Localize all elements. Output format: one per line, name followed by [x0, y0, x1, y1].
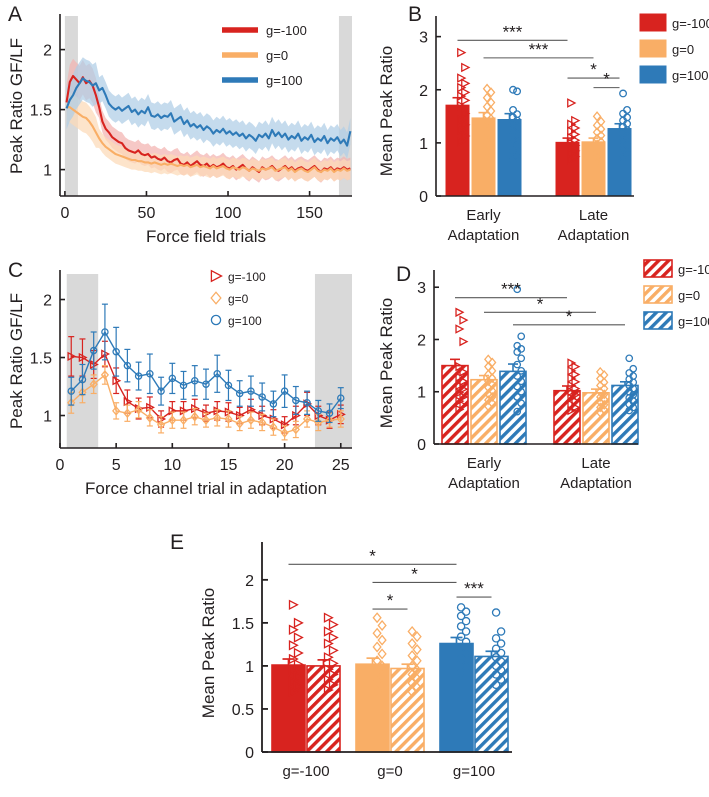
svg-text:2: 2 — [417, 332, 426, 349]
svg-text:Adaptation: Adaptation — [560, 475, 632, 492]
svg-text:Early: Early — [466, 207, 501, 224]
svg-text:***: *** — [501, 280, 521, 299]
svg-text:g=100: g=100 — [228, 314, 262, 328]
panel-b-label: B — [408, 3, 423, 26]
svg-text:1.5: 1.5 — [232, 616, 254, 633]
panel-a: A 1 1.5 2 0 50 100 150 Force field trials Peak R… — [0, 0, 360, 252]
svg-text:Force field trials: Force field trials — [146, 227, 266, 246]
svg-text:g=0: g=0 — [672, 42, 694, 57]
svg-text:Adaptation: Adaptation — [448, 475, 520, 492]
svg-text:*: * — [566, 307, 573, 326]
svg-text:g=100: g=100 — [266, 73, 303, 88]
svg-text:g=-100: g=-100 — [282, 763, 329, 780]
svg-text:Mean Peak Ratio: Mean Peak Ratio — [377, 46, 396, 176]
svg-text:*: * — [387, 591, 394, 610]
svg-text:Peak Ratio GF/LF: Peak Ratio GF/LF — [7, 293, 26, 429]
svg-text:3: 3 — [417, 280, 426, 297]
svg-text:Early: Early — [467, 455, 502, 472]
svg-text:Late: Late — [579, 207, 608, 224]
svg-text:*: * — [537, 294, 544, 313]
svg-text:1: 1 — [43, 163, 52, 180]
panel-c-label: C — [8, 259, 24, 282]
svg-text:g=100: g=100 — [453, 763, 495, 780]
panel-e: E 0 0.5 1 1.5 2 Mean Peak Ratio g=-100 g=0 g=100… — [150, 520, 570, 797]
svg-text:Adaptation: Adaptation — [558, 227, 630, 244]
svg-text:2: 2 — [245, 573, 254, 590]
panel-a-plot: 1 1.5 2 0 50 100 150 Force field trials Peak Rat… — [7, 14, 352, 246]
svg-text:***: *** — [529, 40, 549, 59]
svg-text:Late: Late — [581, 455, 610, 472]
svg-text:g=0: g=0 — [266, 48, 288, 63]
svg-text:Force channel trial in adaptat: Force channel trial in adaptation — [85, 479, 327, 498]
panel-d: D 0 1 2 3 Mean Peak Ratio Early Adaptation Late… — [358, 252, 709, 510]
svg-text:0: 0 — [417, 437, 426, 454]
svg-text:2: 2 — [419, 83, 428, 100]
svg-text:g=0: g=0 — [377, 763, 402, 780]
svg-text:0: 0 — [56, 457, 65, 474]
panel-b: B 0 1 2 3 Mean Peak Ratio Early Adaptation Late… — [358, 0, 709, 252]
svg-text:g=-100: g=-100 — [678, 262, 709, 277]
svg-text:Mean Peak Ratio: Mean Peak Ratio — [199, 588, 218, 718]
svg-text:100: 100 — [215, 205, 242, 222]
svg-text:0.5: 0.5 — [232, 702, 254, 719]
svg-text:0: 0 — [245, 745, 254, 762]
svg-text:0: 0 — [419, 189, 428, 206]
svg-text:5: 5 — [112, 457, 121, 474]
svg-text:1: 1 — [417, 385, 426, 402]
svg-text:*: * — [603, 70, 610, 89]
svg-text:1: 1 — [43, 409, 52, 426]
svg-text:1.5: 1.5 — [30, 351, 52, 368]
svg-text:1: 1 — [245, 659, 254, 676]
svg-text:25: 25 — [332, 457, 350, 474]
svg-text:g=-100: g=-100 — [672, 16, 709, 31]
svg-text:***: *** — [503, 22, 523, 41]
svg-text:150: 150 — [296, 205, 323, 222]
svg-text:15: 15 — [220, 457, 238, 474]
svg-text:***: *** — [464, 579, 484, 598]
svg-text:0: 0 — [60, 205, 69, 222]
svg-text:g=-100: g=-100 — [266, 23, 307, 38]
svg-text:20: 20 — [276, 457, 294, 474]
svg-text:g=0: g=0 — [678, 288, 700, 303]
svg-text:g=100: g=100 — [678, 314, 709, 329]
svg-text:3: 3 — [419, 30, 428, 47]
svg-text:Adaptation: Adaptation — [448, 227, 520, 244]
svg-text:2: 2 — [43, 293, 52, 310]
svg-text:Mean Peak Ratio: Mean Peak Ratio — [377, 298, 396, 428]
svg-text:1.5: 1.5 — [30, 103, 52, 120]
svg-text:*: * — [590, 60, 597, 79]
panel-d-plot: 0 1 2 3 Mean Peak Ratio Early Adaptation Late Ad… — [377, 259, 709, 492]
svg-text:10: 10 — [163, 457, 181, 474]
svg-text:1: 1 — [419, 136, 428, 153]
svg-text:Peak Ratio GF/LF: Peak Ratio GF/LF — [7, 38, 26, 174]
svg-text:g=100: g=100 — [672, 68, 709, 83]
panel-c: C 1 1.5 2 0 5 10 15 20 25 Force channel trial in … — [0, 252, 360, 510]
svg-text:50: 50 — [138, 205, 156, 222]
svg-text:*: * — [411, 564, 418, 583]
svg-text:g=0: g=0 — [228, 292, 249, 306]
svg-text:*: * — [369, 546, 376, 565]
panel-b-plot: 0 1 2 3 Mean Peak Ratio Early Adaptation Late Ad… — [377, 13, 709, 244]
svg-text:2: 2 — [43, 43, 52, 60]
panel-a-label: A — [8, 3, 23, 26]
svg-text:g=-100: g=-100 — [228, 270, 266, 284]
panel-e-label: E — [170, 531, 185, 554]
panel-d-label: D — [396, 263, 412, 286]
